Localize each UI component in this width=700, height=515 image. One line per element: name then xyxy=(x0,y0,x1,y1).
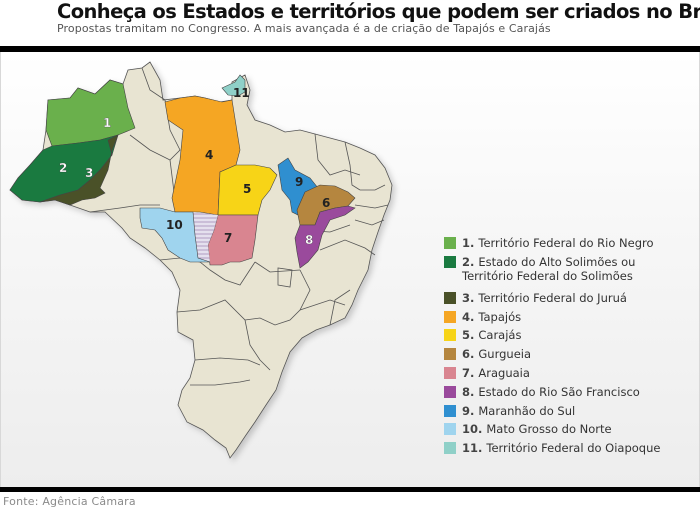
source-credit: Fonte: Agência Câmara xyxy=(3,495,136,508)
legend-item: 4. Tapajós xyxy=(444,310,700,324)
legend-swatch-8 xyxy=(444,385,456,398)
legend-number: 2. xyxy=(462,254,475,269)
legend-number: 7. xyxy=(462,365,475,380)
region-8-rio-sao-francisco xyxy=(294,205,356,269)
legend-swatch-3 xyxy=(444,291,456,304)
legend-swatch-5 xyxy=(444,329,456,342)
legend-item: 6. Gurgueia xyxy=(444,347,700,361)
legend-label: Carajás xyxy=(478,328,522,343)
legend-item: 11. Território Federal do Oiapoque xyxy=(444,441,700,455)
region-label-10: 10 xyxy=(166,218,183,232)
legend-swatch-9 xyxy=(444,404,456,417)
legend-item: 5. Carajás xyxy=(444,328,700,342)
legend-item: 10. Mato Grosso do Norte xyxy=(444,422,700,436)
region-label-8: 8 xyxy=(305,233,313,247)
page-title: Conheça os Estados e territórios que pod… xyxy=(57,0,700,23)
legend-number: 6. xyxy=(462,347,475,362)
legend-label: Estado do Alto Solimões ou Território Fe… xyxy=(462,254,636,283)
legend-swatch-6 xyxy=(444,348,456,361)
legend-swatch-10 xyxy=(444,423,456,436)
legend-label: Mato Grosso do Norte xyxy=(486,422,612,437)
legend-item: 3. Território Federal do Juruá xyxy=(444,291,700,305)
legend-item: 7. Araguaia xyxy=(444,366,700,380)
region-label-1: 1 xyxy=(103,116,111,130)
legend-label: Território Federal do Oiapoque xyxy=(486,441,661,456)
legend-label: Gurgueia xyxy=(478,347,532,362)
legend-number: 8. xyxy=(462,384,475,399)
region-label-11: 11 xyxy=(233,86,250,100)
legend-number: 3. xyxy=(462,290,475,305)
legend-number: 10. xyxy=(462,422,483,437)
legend-item: 1. Território Federal do Rio Negro xyxy=(444,236,700,250)
region-label-5: 5 xyxy=(243,182,251,196)
region-label-2: 2 xyxy=(59,161,67,175)
page-subtitle: Propostas tramitam no Congresso. A mais … xyxy=(57,22,551,35)
region-11-oiapoque xyxy=(221,74,246,97)
legend-number: 1. xyxy=(462,236,475,250)
legend-number: 11. xyxy=(462,441,483,456)
legend-label: Território Federal do Juruá xyxy=(478,290,627,305)
legend-item: 2. Estado do Alto Solimões ou Território … xyxy=(444,255,700,283)
legend-label: Território Federal do Rio Negro xyxy=(478,236,654,250)
legend-label: Tapajós xyxy=(478,309,522,324)
brazil-map: 1 2 3 4 5 6 7 8 9 10 11 xyxy=(9,61,393,459)
region-label-4: 4 xyxy=(205,148,213,162)
map-legend: 1. Território Federal do Rio Negro 2. Est… xyxy=(444,236,700,460)
top-divider xyxy=(0,46,700,52)
region-label-6: 6 xyxy=(322,196,330,210)
region-3-jurua xyxy=(39,134,119,206)
legend-label: Maranhão do Sul xyxy=(478,403,576,418)
legend-number: 9. xyxy=(462,403,475,418)
legend-swatch-11 xyxy=(444,442,456,455)
legend-number: 4. xyxy=(462,309,475,324)
legend-item: 8. Estado do Rio São Francisco xyxy=(444,385,700,399)
region-10-mato-grosso-do-norte xyxy=(139,207,211,263)
legend-label: Estado do Rio São Francisco xyxy=(478,384,640,399)
region-label-3: 3 xyxy=(85,166,93,180)
region-hatched-overlap xyxy=(193,212,218,262)
legend-swatch-4 xyxy=(444,310,456,323)
bottom-divider xyxy=(0,487,700,492)
region-label-7: 7 xyxy=(224,231,232,245)
region-label-9: 9 xyxy=(295,175,303,189)
legend-number: 5. xyxy=(462,328,475,343)
legend-swatch-2 xyxy=(444,255,456,268)
legend-item: 9. Maranhão do Sul xyxy=(444,404,700,418)
legend-swatch-1 xyxy=(444,237,456,249)
legend-swatch-7 xyxy=(444,366,456,379)
legend-label: Araguaia xyxy=(478,365,530,380)
